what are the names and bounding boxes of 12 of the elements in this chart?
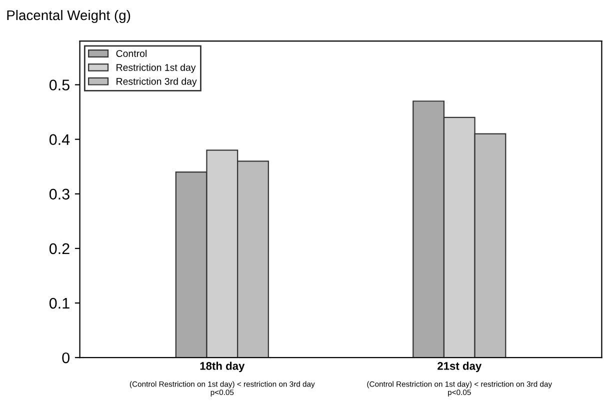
y-tick-label: 0.2 — [49, 243, 70, 254]
y-tick-label: 0.4 — [49, 134, 70, 145]
x-tick-label: 18th day — [200, 362, 245, 372]
legend-label: Restriction 1st day — [116, 64, 196, 73]
legend-label: Control — [116, 50, 146, 57]
y-tick-label: 0.1 — [49, 298, 70, 309]
y-tick-label: 0.5 — [49, 80, 70, 90]
y-axis-title: Placental Weight (g) — [7, 10, 130, 23]
y-tick-label: 0 — [62, 352, 70, 364]
x-tick-label: 21st day — [438, 362, 482, 372]
legend-label: Restriction 3rd day — [116, 78, 197, 87]
y-tick-label: 0.3 — [49, 188, 70, 200]
